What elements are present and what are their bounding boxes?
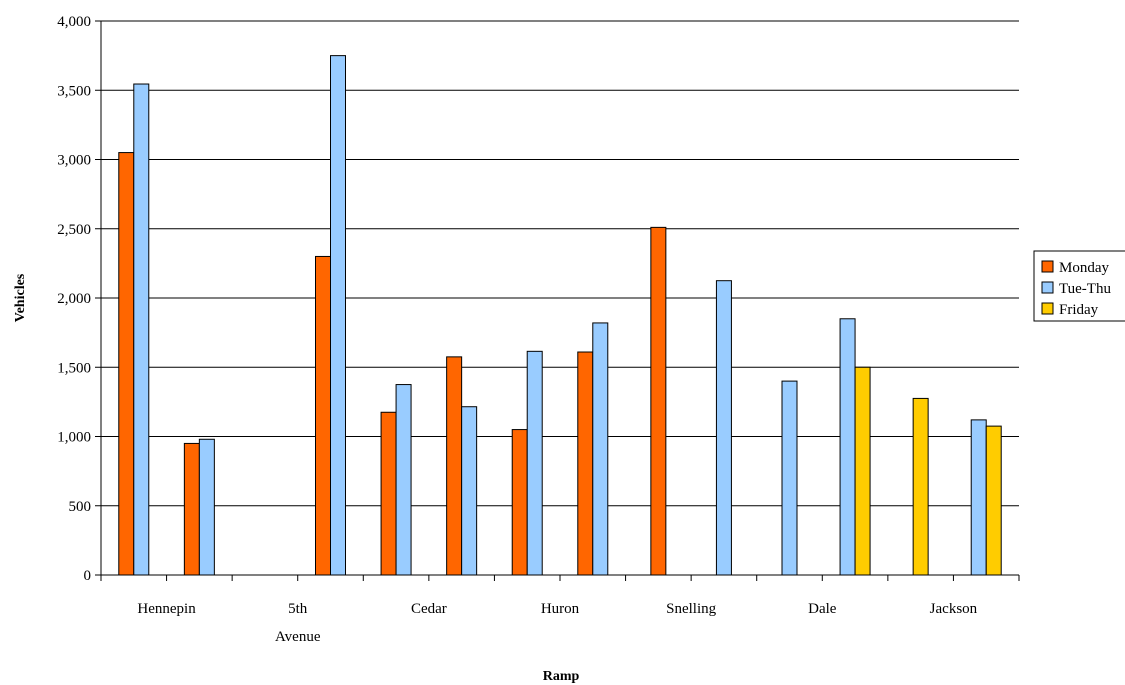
bar-tue-thu bbox=[592, 322, 609, 576]
bar-tue-thu bbox=[970, 419, 987, 576]
x-tick-label: Jackson bbox=[930, 601, 978, 617]
legend-swatch bbox=[1041, 302, 1054, 315]
y-tick-label: 1,000 bbox=[57, 430, 91, 446]
bar-tue-thu bbox=[133, 83, 150, 576]
bars bbox=[118, 55, 1002, 576]
y-tick-label: 1,500 bbox=[57, 360, 91, 376]
bar-tue-thu bbox=[715, 280, 732, 576]
bar-friday bbox=[854, 366, 871, 576]
legend-label: Friday bbox=[1059, 302, 1099, 318]
legend-label: Monday bbox=[1059, 260, 1109, 276]
bar-monday bbox=[380, 411, 397, 576]
legend: Monday Tue-Thu Friday bbox=[1033, 250, 1125, 322]
y-tick-label: 500 bbox=[69, 499, 92, 515]
x-tick-label: Cedar bbox=[411, 601, 447, 617]
bar-tue-thu bbox=[839, 318, 856, 576]
bar-monday bbox=[446, 356, 463, 576]
y-tick-labels: 0 500 1,000 1,500 2,000 2,500 3,000 3,500 4,000 bbox=[57, 14, 91, 584]
x-tick-label: Huron bbox=[541, 601, 580, 617]
y-tick-label: 2,500 bbox=[57, 222, 91, 238]
legend-swatch bbox=[1041, 281, 1054, 294]
bar-tue-thu bbox=[781, 380, 798, 576]
y-tick-label: 0 bbox=[84, 568, 92, 584]
bar-monday bbox=[650, 226, 667, 576]
y-tick-label: 2,000 bbox=[57, 291, 91, 307]
x-axis-title: Ramp bbox=[543, 669, 580, 684]
y-tick-label: 3,500 bbox=[57, 83, 91, 99]
axes bbox=[100, 21, 1020, 581]
bar-tue-thu bbox=[395, 384, 412, 576]
y-tick-label: 3,000 bbox=[57, 153, 91, 169]
x-tick-label: Hennepin bbox=[137, 601, 196, 617]
y-axis-title: Vehicles bbox=[13, 273, 28, 322]
x-tick-labels: Hennepin 5th Avenue Cedar Huron Snelling Dale J… bbox=[137, 601, 977, 645]
x-tick-label: Avenue bbox=[275, 629, 321, 645]
legend-label: Tue-Thu bbox=[1059, 281, 1111, 297]
bar-monday bbox=[577, 351, 594, 576]
gridlines bbox=[95, 20, 1019, 576]
x-tick-label: 5th bbox=[288, 601, 308, 617]
bar-monday bbox=[315, 255, 331, 576]
bar-tue-thu bbox=[198, 438, 215, 576]
bar-friday bbox=[912, 397, 929, 576]
x-tick-label: Dale bbox=[808, 601, 837, 617]
bar-monday bbox=[183, 442, 200, 576]
bar-monday bbox=[511, 429, 528, 576]
legend-swatch bbox=[1041, 260, 1054, 273]
bar-tue-thu bbox=[330, 55, 346, 576]
bar-tue-thu bbox=[526, 350, 543, 576]
bar-friday bbox=[985, 425, 1002, 576]
y-tick-label: 4,000 bbox=[57, 14, 91, 30]
x-tick-label: Snelling bbox=[666, 601, 717, 617]
bar-monday bbox=[118, 152, 135, 576]
bar-tue-thu bbox=[461, 406, 478, 576]
